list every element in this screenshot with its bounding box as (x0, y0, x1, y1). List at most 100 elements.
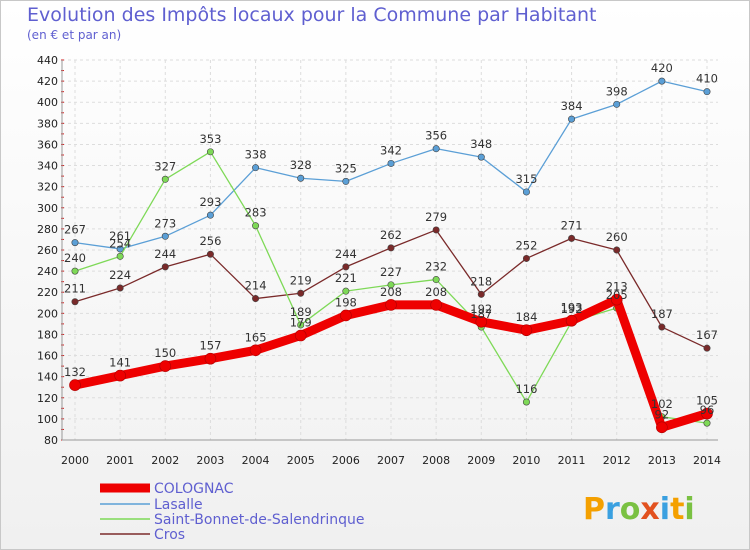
data-label: 293 (199, 195, 221, 209)
y-tick-label: 360 (37, 138, 58, 151)
data-label: 252 (515, 238, 537, 252)
data-label: 167 (696, 328, 718, 342)
data-label: 325 (335, 161, 357, 175)
data-label: 192 (561, 302, 583, 316)
legend: COLOGNACLasalleSaint-Bonnet-de-Salendrin… (100, 481, 365, 543)
data-label: 208 (425, 285, 447, 299)
data-label: 348 (470, 137, 492, 151)
data-label: 184 (515, 310, 537, 324)
proxiti-logo: Proxiti (583, 492, 695, 527)
data-label: 356 (425, 129, 447, 143)
chart-title: Evolution des Impôts locaux pour la Comm… (27, 4, 597, 26)
data-label: 205 (606, 288, 628, 302)
data-point (297, 174, 305, 182)
data-point (249, 344, 262, 357)
data-label: 219 (290, 273, 312, 287)
x-tick-label: 2013 (648, 454, 676, 467)
data-point (342, 263, 350, 271)
data-point (610, 293, 623, 306)
legend-label: COLOGNAC (154, 481, 234, 497)
data-point (116, 252, 124, 260)
data-label: 410 (696, 72, 718, 86)
data-label: 218 (470, 274, 492, 288)
data-point (520, 324, 533, 337)
data-label: 398 (606, 84, 628, 98)
data-point (522, 398, 530, 406)
data-label: 189 (290, 305, 312, 319)
data-point (568, 115, 576, 123)
data-label: 214 (245, 279, 267, 293)
data-label: 221 (335, 271, 357, 285)
data-label: 260 (606, 230, 628, 244)
data-label: 244 (335, 247, 357, 261)
data-point (159, 360, 172, 372)
data-labels: 267 261 273 293 338 328 325 342 356 348 315 384 398 4… (64, 61, 718, 421)
data-point (342, 287, 350, 295)
data-point (656, 421, 668, 434)
data-point (71, 267, 79, 275)
data-label: 165 (245, 330, 267, 344)
y-tick-label: 440 (37, 54, 58, 67)
y-tick-label: 320 (37, 181, 58, 194)
data-label: 179 (290, 316, 312, 330)
data-label: 132 (64, 365, 86, 379)
x-tick-label: 2007 (377, 454, 405, 467)
data-label: 271 (561, 218, 583, 232)
data-point (613, 246, 621, 254)
data-point (69, 379, 81, 391)
y-tick-label: 420 (37, 75, 58, 88)
data-label: 384 (561, 99, 583, 113)
data-label: 105 (696, 394, 718, 408)
data-point (387, 244, 395, 252)
data-point (294, 329, 307, 342)
data-point (613, 100, 621, 108)
x-tick-label: 2009 (467, 454, 495, 467)
data-point (297, 321, 305, 329)
x-tick-label: 2006 (332, 454, 360, 467)
data-label: 240 (64, 251, 86, 265)
data-label: 315 (515, 172, 537, 186)
x-tick-label: 2005 (287, 454, 315, 467)
data-point (161, 232, 169, 240)
data-label: 227 (380, 265, 402, 279)
data-point (430, 299, 442, 311)
data-point (387, 281, 395, 289)
x-tick-label: 2000 (61, 454, 89, 467)
x-tick-label: 2003 (196, 454, 224, 467)
data-point (565, 314, 578, 327)
data-point (206, 148, 214, 156)
data-point (206, 250, 214, 258)
data-label: 244 (154, 247, 176, 261)
data-point (703, 419, 711, 427)
data-point (252, 222, 260, 230)
data-label: 211 (64, 282, 86, 296)
data-label: 353 (199, 132, 221, 146)
x-tick-label: 2008 (422, 454, 450, 467)
y-tick-label: 260 (37, 244, 58, 257)
data-label: 267 (64, 223, 86, 237)
legend-label: Lasalle (154, 497, 203, 513)
y-tick-label: 180 (37, 328, 58, 341)
axes: 80 100 120 140 160 180 200 220 240 260 280 300 320 34… (37, 54, 721, 467)
data-point (432, 226, 440, 234)
data-point (703, 344, 711, 352)
data-label: 256 (199, 234, 221, 248)
data-point (385, 299, 397, 311)
y-tick-label: 220 (37, 286, 58, 299)
x-tick-label: 2010 (512, 454, 540, 467)
data-label: 116 (515, 382, 537, 396)
chart-subtitle: (en € et par an) (27, 28, 121, 42)
x-tick-label: 2011 (558, 454, 586, 467)
x-tick-label: 2014 (693, 454, 721, 467)
data-point (658, 323, 666, 331)
y-tick-label: 400 (37, 96, 58, 109)
data-point (161, 175, 169, 183)
data-label: 96 (700, 403, 715, 417)
x-tick-label: 2001 (106, 454, 134, 467)
y-tick-label: 100 (37, 413, 58, 426)
x-tick-label: 2002 (151, 454, 179, 467)
y-tick-label: 240 (37, 265, 58, 278)
data-label: 141 (109, 356, 131, 370)
